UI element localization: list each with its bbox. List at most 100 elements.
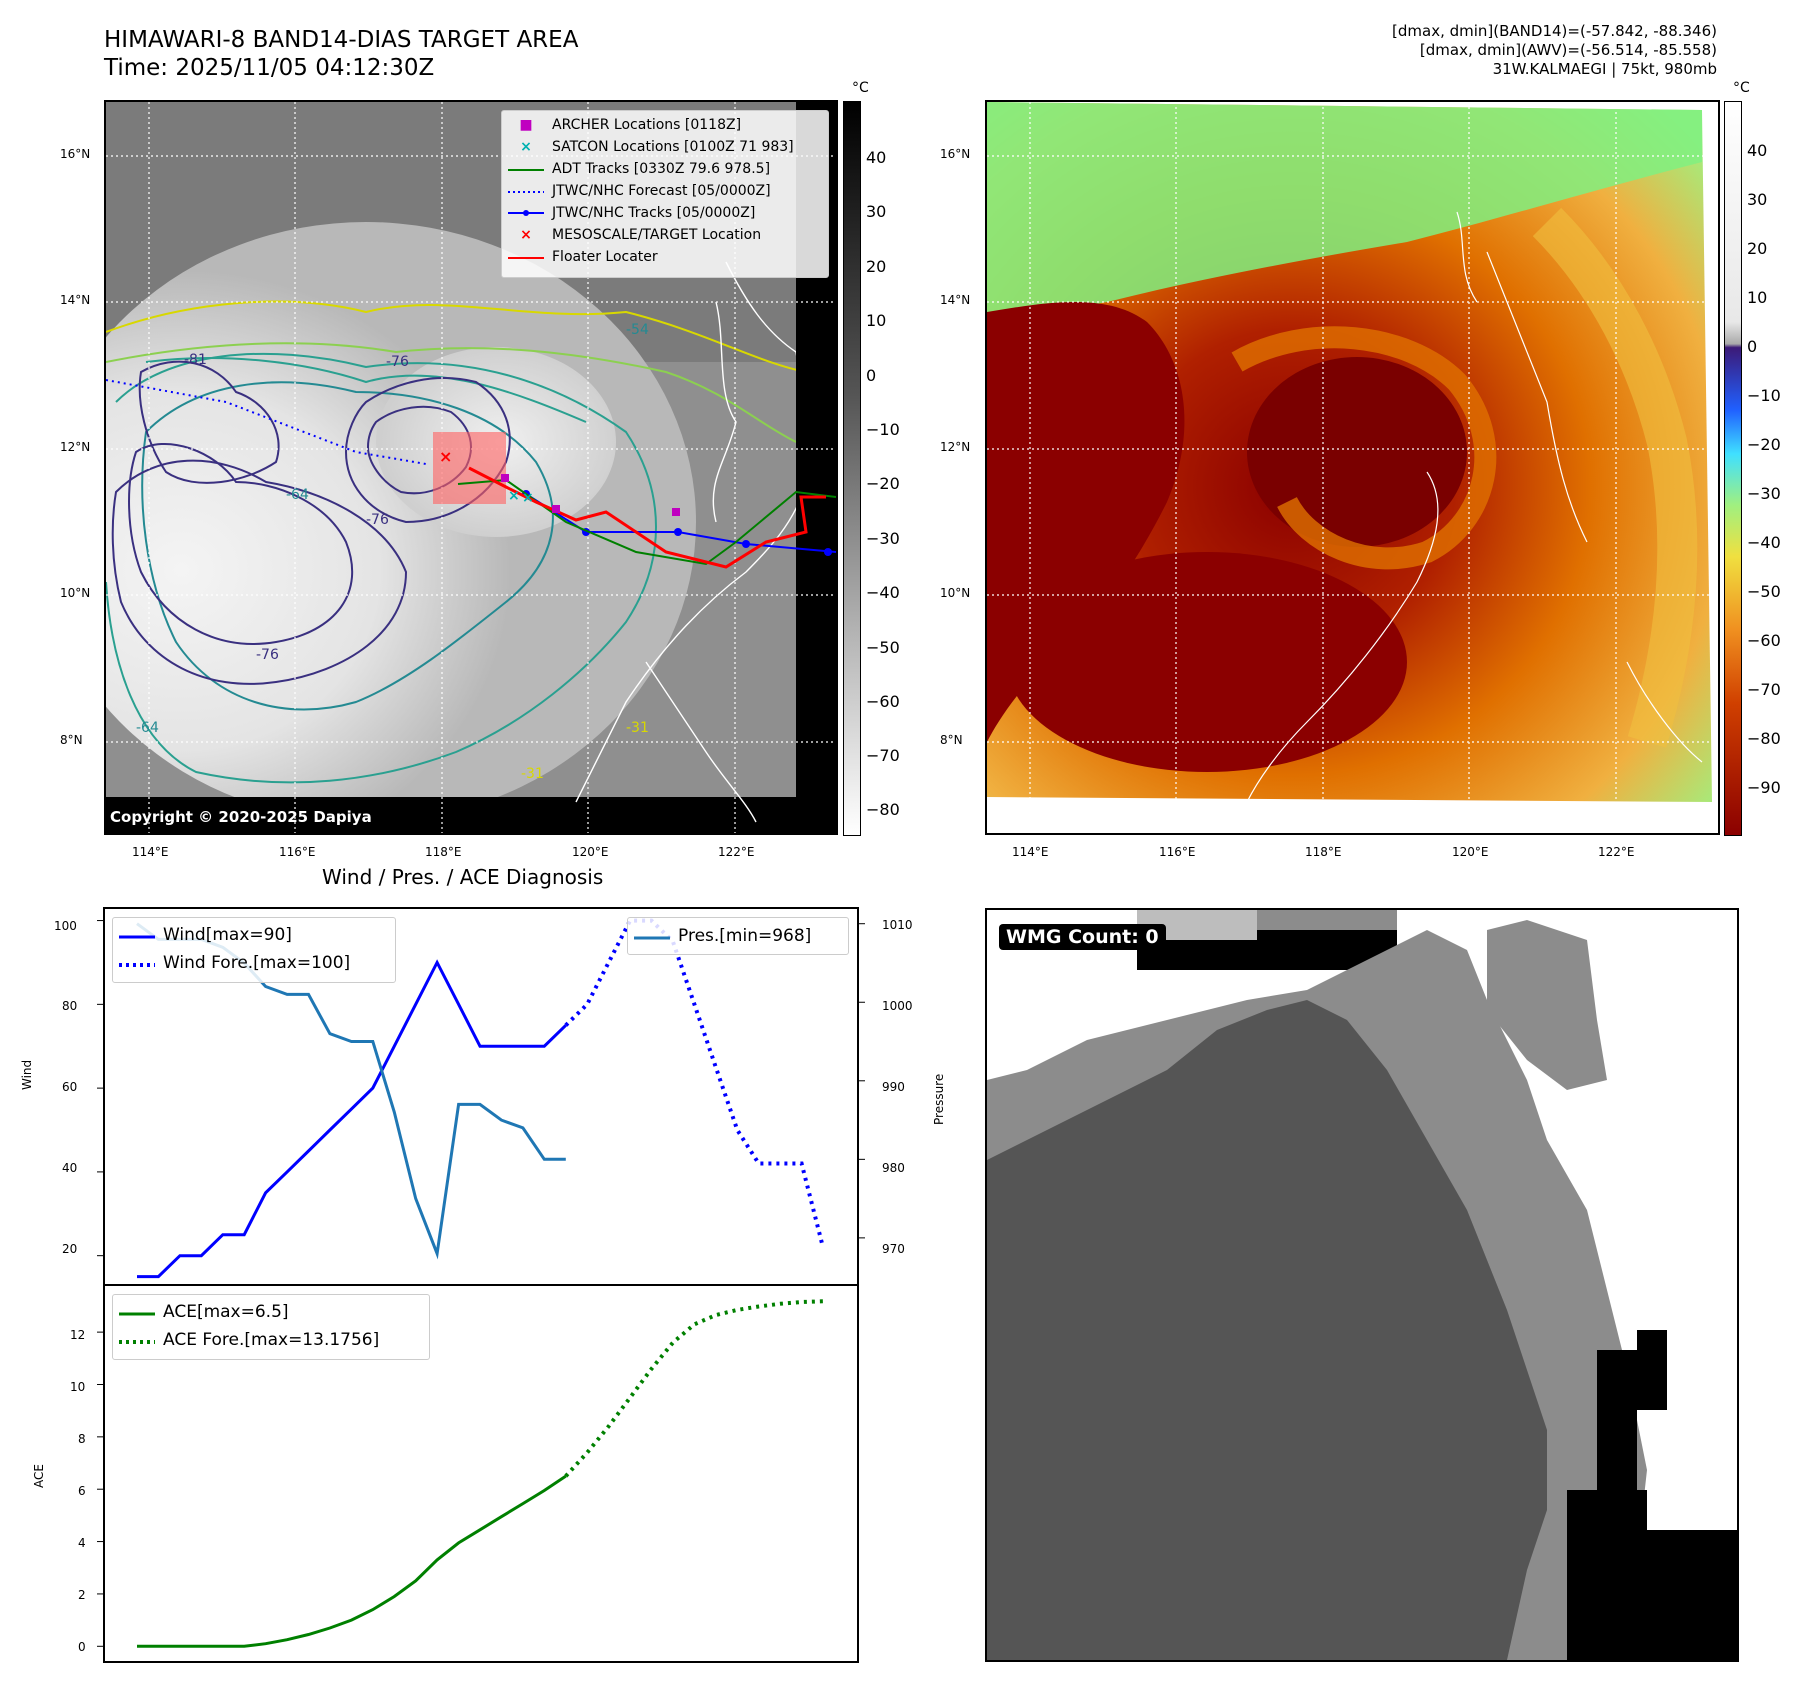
adt-track xyxy=(457,478,836,566)
y-tick: 14°N xyxy=(60,293,91,307)
wind-tick: 80 xyxy=(62,999,78,1013)
pressure-axis-label: Pressure xyxy=(932,1073,946,1125)
line-icon xyxy=(508,161,544,177)
contour-label: -54 xyxy=(626,322,649,338)
y-tick: 12°N xyxy=(940,440,971,454)
jtwc-forecast-track xyxy=(106,379,427,465)
title-line-1: HIMAWARI-8 BAND14-DIAS TARGET AREA xyxy=(104,27,579,53)
y-tick: 12°N xyxy=(60,440,91,454)
y-tick: 8°N xyxy=(940,733,963,747)
x-tick: 122°E xyxy=(718,845,755,859)
ace-legend: ACE[max=6.5] ACE Fore.[max=13.1756] xyxy=(112,1294,430,1360)
svg-text:×: × xyxy=(508,488,520,504)
y-tick: 10°N xyxy=(60,586,91,600)
title-line-2: Time: 2025/11/05 04:12:30Z xyxy=(104,55,435,81)
ace-tick: 4 xyxy=(78,1536,86,1550)
intensity-summary: [dmax, dmin](BAND14)=(-57.842, -88.346) … xyxy=(1392,22,1717,79)
x-marker-icon: × xyxy=(520,227,532,243)
y-tick: 16°N xyxy=(60,147,91,161)
wind-legend: Wind[max=90] Wind Fore.[max=100] xyxy=(112,917,396,983)
band14-map-panel: × × × -81 -76 -76 -76 -64 -54 -31 -31 -6… xyxy=(104,100,838,835)
line-icon xyxy=(508,249,544,265)
colorbar-unit: °C xyxy=(1733,80,1750,96)
legend-archer: ■ ARCHER Locations [0118Z] xyxy=(508,114,822,136)
ace-axis-label: ACE xyxy=(32,1464,46,1488)
legend-wind-label: Wind[max=90] xyxy=(163,925,292,945)
legend-jtwc-tracks: JTWC/NHC Tracks [05/0000Z] xyxy=(508,202,822,224)
awv-range: [dmax, dmin](AWV)=(-56.514, -85.558) xyxy=(1419,41,1717,59)
series-line-2-0 xyxy=(137,1474,567,1648)
y-tick: 16°N xyxy=(940,147,971,161)
pressure-tick: 980 xyxy=(882,1161,905,1175)
x-tick: 122°E xyxy=(1598,845,1635,859)
awv-colorbar xyxy=(1724,101,1742,836)
line-icon xyxy=(119,1302,155,1322)
line-dot-icon xyxy=(508,205,544,221)
x-marker-icon: × xyxy=(520,139,532,155)
colorbar-unit: °C xyxy=(852,80,869,96)
ace-tick: 0 xyxy=(78,1640,86,1654)
contour-label: -31 xyxy=(521,766,544,782)
legend-wind-fore-label: Wind Fore.[max=100] xyxy=(163,953,351,973)
ace-tick: 12 xyxy=(70,1328,86,1342)
dotted-line-icon xyxy=(119,953,155,973)
series-line-0-1 xyxy=(564,918,825,1248)
series-line-0-0 xyxy=(137,959,567,1279)
x-tick: 116°E xyxy=(1159,845,1196,859)
pressure-legend: Pres.[min=968] xyxy=(627,917,849,955)
wmg-count-badge: WMG Count: 0 xyxy=(999,924,1166,950)
x-tick: 114°E xyxy=(1012,845,1049,859)
dotted-line-icon xyxy=(119,1330,155,1350)
wmg-panel: WMG Count: 0 xyxy=(985,908,1739,1662)
band14-range: [dmax, dmin](BAND14)=(-57.842, -88.346) xyxy=(1392,22,1717,40)
contour-label: -81 xyxy=(184,352,207,368)
ace-tick: 8 xyxy=(78,1432,86,1446)
ace-tick: 2 xyxy=(78,1588,86,1602)
line-icon xyxy=(119,925,155,945)
y-tick: 10°N xyxy=(940,586,971,600)
ace-tick: 10 xyxy=(70,1380,86,1394)
contour-label: -64 xyxy=(136,720,159,736)
x-tick: 120°E xyxy=(1452,845,1489,859)
map-legend: ■ ARCHER Locations [0118Z] × SATCON Locati… xyxy=(501,110,829,278)
contour-label: -31 xyxy=(626,720,649,736)
legend-jtwc-forecast: JTWC/NHC Forecast [05/0000Z] xyxy=(508,180,822,202)
pressure-tick: 1010 xyxy=(882,918,913,932)
series-line-2-1 xyxy=(564,1299,824,1478)
wind-tick: 20 xyxy=(62,1242,78,1256)
contour-label: -76 xyxy=(386,354,409,370)
svg-text:×: × xyxy=(522,490,534,506)
legend-satcon: × SATCON Locations [0100Z 71 983] xyxy=(508,136,822,158)
pressure-tick: 970 xyxy=(882,1242,905,1256)
pressure-tick: 990 xyxy=(882,1080,905,1094)
square-marker-icon: ■ xyxy=(519,117,533,133)
ace-tick: 6 xyxy=(78,1484,86,1498)
wind-tick: 40 xyxy=(62,1161,78,1175)
x-tick: 114°E xyxy=(132,845,169,859)
legend-ace-label: ACE[max=6.5] xyxy=(163,1302,289,1322)
dotted-line-icon xyxy=(508,183,544,199)
svg-text:×: × xyxy=(439,447,452,466)
wind-tick: 60 xyxy=(62,1080,78,1094)
wind-axis-label: Wind xyxy=(20,1059,34,1090)
awv-map-panel xyxy=(985,100,1720,835)
x-tick: 118°E xyxy=(1305,845,1342,859)
line-icon xyxy=(634,926,670,946)
legend-floater: Floater Locater xyxy=(508,246,822,268)
legend-pres-label: Pres.[min=968] xyxy=(678,926,812,946)
y-tick: 14°N xyxy=(940,293,971,307)
awv-map-imagery xyxy=(987,102,1718,833)
legend-mesoscale: × MESOSCALE/TARGET Location xyxy=(508,224,822,246)
y-tick: 8°N xyxy=(60,733,83,747)
contour-label: -64 xyxy=(286,487,309,503)
copyright-text: Copyright © 2020-2025 Dapiya xyxy=(110,808,372,826)
x-tick: 116°E xyxy=(279,845,316,859)
band14-colorbar xyxy=(843,101,861,836)
wind-tick: 100 xyxy=(54,919,77,933)
floater-locater-track xyxy=(468,466,826,569)
contour-label: -76 xyxy=(256,647,279,663)
wmg-imagery xyxy=(987,910,1737,1660)
x-tick: 120°E xyxy=(572,845,609,859)
x-tick: 118°E xyxy=(425,845,462,859)
diagnosis-title: Wind / Pres. / ACE Diagnosis xyxy=(322,865,604,889)
